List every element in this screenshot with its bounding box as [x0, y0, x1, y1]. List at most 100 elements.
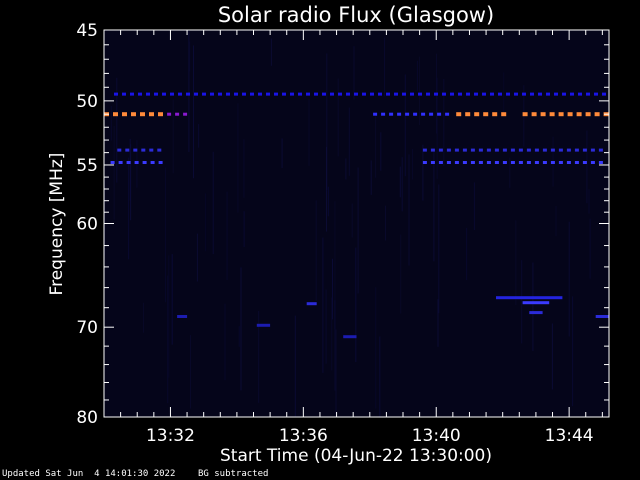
- emission-segment: [150, 161, 155, 164]
- noise-streak: [129, 138, 131, 201]
- noise-streak: [325, 289, 327, 364]
- emission-segment: [418, 92, 422, 96]
- plot-background: [104, 30, 609, 417]
- emission-segment: [506, 92, 510, 96]
- emission-segment: [582, 161, 587, 164]
- emission-segment: [410, 92, 414, 96]
- emission-segment: [595, 315, 609, 318]
- emission-segment: [498, 92, 502, 96]
- emission-segment: [554, 92, 558, 96]
- emission-segment: [405, 112, 410, 116]
- noise-streak: [205, 193, 207, 252]
- emission-segment: [131, 112, 136, 117]
- emission-segment: [343, 335, 357, 339]
- noise-streak: [515, 220, 517, 305]
- y-tick-label: 55: [76, 156, 98, 176]
- emission-segment: [346, 92, 350, 96]
- emission-segment: [322, 92, 326, 96]
- y-tick-label: 80: [76, 408, 98, 428]
- emission-segment: [466, 92, 470, 96]
- noise-streak: [334, 201, 336, 330]
- emission-segment: [567, 112, 573, 117]
- emission-segment: [546, 92, 550, 96]
- emission-segment: [445, 112, 450, 116]
- x-tick-label: 13:36: [279, 426, 328, 446]
- emission-segment: [430, 148, 435, 152]
- noise-streak: [503, 72, 505, 113]
- emission-segment: [486, 161, 491, 164]
- noise-streak: [258, 311, 260, 403]
- y-tick-label: 60: [76, 215, 98, 235]
- noise-streak: [355, 247, 357, 363]
- emission-segment: [354, 92, 358, 96]
- emission-segment: [422, 148, 427, 152]
- noise-streak: [404, 74, 406, 177]
- emission-segment: [170, 92, 174, 96]
- emission-segment: [510, 148, 515, 152]
- emission-segment: [456, 112, 462, 117]
- noise-streak: [400, 234, 402, 314]
- noise-streak: [385, 205, 386, 241]
- emission-segment: [149, 112, 154, 117]
- noise-streak: [568, 221, 570, 337]
- emission-segment: [178, 92, 182, 96]
- emission-segment: [458, 92, 462, 96]
- noise-streak: [473, 182, 475, 230]
- noise-streak: [198, 124, 200, 148]
- emission-segment: [381, 112, 386, 116]
- emission-segment: [534, 161, 539, 164]
- emission-segment: [483, 112, 489, 117]
- noise-streak: [375, 287, 377, 409]
- emission-segment: [494, 148, 499, 152]
- emission-segment: [470, 161, 475, 164]
- emission-segment: [133, 148, 138, 152]
- emission-segment: [167, 112, 172, 116]
- emission-segment: [586, 92, 590, 96]
- emission-segment: [122, 112, 127, 117]
- emission-segment: [494, 161, 499, 164]
- emission-segment: [522, 112, 528, 117]
- noise-streak: [375, 116, 377, 178]
- emission-segment: [478, 161, 483, 164]
- emission-segment: [490, 92, 494, 96]
- x-tick-label: 13:32: [146, 426, 195, 446]
- emission-segment: [482, 92, 486, 96]
- emission-segment: [140, 112, 145, 117]
- noise-streak: [353, 46, 355, 100]
- emission-segment: [590, 148, 595, 152]
- emission-segment: [141, 148, 146, 152]
- noise-streak: [332, 258, 333, 320]
- emission-segment: [146, 92, 150, 96]
- emission-segment: [465, 112, 471, 117]
- emission-segment: [594, 112, 600, 117]
- noise-streak: [224, 303, 226, 381]
- emission-segment: [256, 323, 271, 327]
- emission-segment: [218, 92, 222, 96]
- emission-segment: [514, 92, 518, 96]
- emission-segment: [142, 161, 147, 164]
- emission-segment: [578, 92, 582, 96]
- emission-segment: [413, 112, 418, 116]
- emission-segment: [542, 161, 547, 164]
- noise-streak: [422, 144, 424, 201]
- chart-title: Solar radio Flux (Glasgow): [218, 3, 494, 27]
- emission-segment: [538, 92, 542, 96]
- emission-segment: [542, 148, 547, 152]
- noise-streak: [281, 138, 283, 168]
- emission-segment: [474, 112, 480, 117]
- emission-segment: [598, 161, 603, 164]
- emission-segment: [549, 112, 555, 117]
- emission-segment: [330, 92, 334, 96]
- emission-segment: [378, 92, 382, 96]
- noise-streak: [416, 60, 418, 92]
- noise-streak: [438, 184, 440, 314]
- emission-segment: [266, 92, 270, 96]
- noise-streak: [379, 336, 381, 417]
- noise-streak: [555, 206, 557, 237]
- noise-streak: [345, 158, 347, 180]
- noise-streak: [172, 99, 174, 174]
- emission-segment: [526, 148, 531, 152]
- emission-segment: [154, 92, 158, 96]
- emission-segment: [530, 92, 534, 96]
- noise-streak: [294, 315, 296, 417]
